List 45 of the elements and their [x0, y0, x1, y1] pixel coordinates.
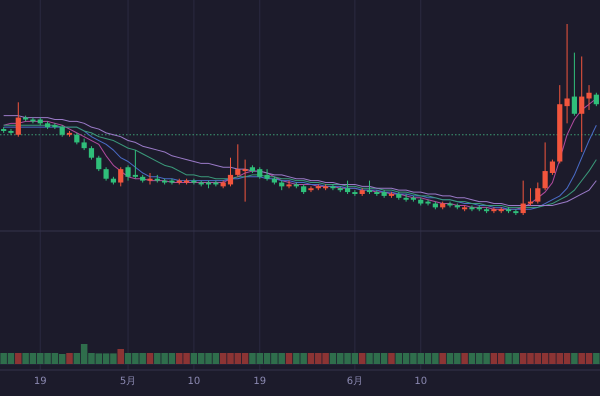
candlestick — [550, 159, 556, 176]
x-tick-label: 19 — [253, 376, 266, 387]
bar — [66, 353, 73, 364]
bar — [388, 353, 395, 364]
candlestick — [235, 144, 240, 178]
candlestick — [535, 182, 540, 204]
candlestick — [88, 146, 94, 160]
bar — [15, 353, 22, 364]
bar — [117, 349, 124, 364]
candlestick — [132, 150, 138, 180]
bar — [593, 353, 600, 364]
bar — [439, 353, 446, 364]
bar — [286, 353, 292, 364]
candlestick — [16, 102, 21, 138]
bar — [146, 353, 154, 364]
bar — [461, 353, 468, 364]
candlestick — [60, 124, 65, 138]
candlestick — [96, 155, 102, 172]
x-tick-label: 10 — [188, 376, 200, 387]
candlestick — [104, 166, 109, 182]
candlestick — [301, 184, 306, 194]
x-tick-label: 5月 — [120, 376, 136, 387]
bar — [571, 353, 578, 364]
candlestick — [528, 188, 534, 206]
candlestick — [586, 84, 592, 110]
x-tick-label: 19 — [34, 376, 47, 387]
candlestick — [74, 132, 80, 145]
candlestick — [147, 172, 153, 185]
bar — [358, 353, 366, 364]
candlestick — [564, 24, 570, 124]
candlestick — [228, 157, 234, 187]
x-tick-label: 6月 — [346, 376, 364, 387]
candlestick — [366, 180, 372, 194]
candlestick — [279, 180, 284, 191]
candlestick — [542, 142, 548, 191]
candlestick — [82, 138, 87, 151]
candlestick — [572, 52, 577, 116]
x-tick-label: 10 — [414, 376, 428, 387]
candlestick — [125, 164, 131, 182]
candlestick — [257, 166, 262, 180]
candlestick — [594, 92, 599, 107]
candlestick — [520, 180, 526, 216]
candlestick — [579, 56, 584, 152]
candlestick — [118, 166, 124, 187]
candlestick — [242, 159, 248, 202]
